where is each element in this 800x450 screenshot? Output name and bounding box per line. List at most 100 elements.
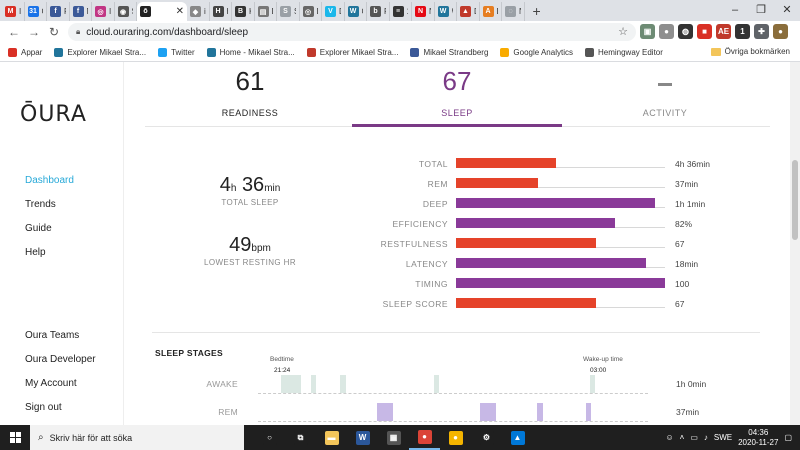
start-button[interactable] — [0, 425, 30, 450]
other-bookmarks[interactable]: Övriga bokmärken — [710, 47, 790, 56]
address-bar[interactable]: 🔒︎ cloud.ouraring.com/dashboard/sleep ☆ — [68, 23, 636, 41]
bookmark-item[interactable]: Mikael Strandberg — [410, 47, 488, 57]
bookmark-star-icon[interactable]: ☆ — [618, 26, 628, 38]
clock[interactable]: 04:36 2020-11-27 — [738, 428, 778, 448]
tab-active[interactable]: ō ✕ — [137, 2, 187, 21]
taskbar-app[interactable]: ○ — [254, 425, 285, 450]
stage-segment — [281, 375, 301, 393]
profile-avatar-icon[interactable]: ● — [773, 24, 788, 39]
browser-tab[interactable]: WO — [345, 2, 367, 21]
sidebar-item-my-account[interactable]: My Account — [25, 378, 77, 389]
taskbar-app[interactable]: W — [347, 425, 378, 450]
browser-tab[interactable]: BK — [232, 2, 255, 21]
chevron-up-icon[interactable]: ˄ — [679, 433, 685, 442]
stage-baseline — [258, 421, 648, 422]
bookmark-item[interactable]: Twitter — [158, 47, 195, 57]
sidebar-item-trends[interactable]: Trends — [25, 199, 56, 210]
hemingway-icon — [584, 47, 594, 57]
minimize-icon[interactable]: – — [731, 4, 739, 16]
bookmark-item[interactable]: Google Analytics — [500, 47, 573, 57]
taskbar-app[interactable]: ▲ — [502, 425, 533, 450]
new-tab-button[interactable]: + — [532, 2, 541, 19]
taskbar-app[interactable]: ● — [409, 425, 440, 450]
bookmark-label: Appar — [21, 47, 43, 57]
back-arrow-icon[interactable]: ← — [8, 25, 20, 39]
taskbar-app[interactable]: ▦ — [378, 425, 409, 450]
volume-icon[interactable]: ♪ — [703, 433, 708, 442]
taskbar-app[interactable]: ▬ — [316, 425, 347, 450]
sidebar-item-oura-teams[interactable]: Oura Teams — [25, 330, 80, 341]
ext-notif-icon[interactable]: 1 — [735, 24, 750, 39]
browser-tab[interactable]: 31G — [25, 2, 47, 21]
bookmark-list: Appar Explorer Mikael Stra... Twitter Home … — [8, 47, 663, 57]
language-indicator[interactable]: SWE — [713, 433, 733, 442]
facebook-icon: f — [72, 6, 84, 17]
metric-bar — [456, 178, 538, 188]
sidebar-item-help[interactable]: Help — [25, 247, 46, 258]
close-window-icon[interactable]: ✕ — [782, 4, 792, 16]
browser-tab[interactable]: VD — [322, 2, 345, 21]
forward-arrow-icon[interactable]: → — [28, 25, 40, 39]
browser-tab[interactable]: ◆iC — [187, 2, 210, 21]
maximize-icon[interactable]: ❐ — [756, 4, 766, 16]
facebook-icon: f — [50, 6, 61, 17]
sidebar-item-guide[interactable]: Guide — [25, 223, 52, 234]
browser-tab[interactable]: ▤D — [255, 2, 277, 21]
browser-tab[interactable]: ≡1 — [390, 2, 412, 21]
lock-icon[interactable]: 🔒︎ — [76, 27, 81, 36]
sidebar-item-dashboard[interactable]: Dashboard — [25, 175, 74, 186]
browser-tab[interactable]: bF — [367, 2, 390, 21]
taskbar-app[interactable]: ● — [440, 425, 471, 450]
reload-icon[interactable]: ↻ — [48, 25, 60, 39]
browser-tab[interactable]: ◉St — [115, 2, 137, 21]
browser-tab[interactable]: ◎D — [300, 2, 322, 21]
notifications-icon[interactable]: ▢ — [784, 433, 792, 442]
scrollbar-thumb[interactable] — [792, 160, 798, 240]
bookmark-item[interactable]: Explorer Mikael Stra... — [306, 47, 398, 57]
metric-value: 82% — [675, 219, 693, 229]
network-icon[interactable]: ▭ — [690, 433, 698, 442]
oura-logo[interactable]: ŌURA — [20, 102, 87, 127]
ext-red-icon[interactable]: ■ — [697, 24, 712, 39]
file-explorer-icon: ▬ — [324, 430, 339, 445]
metric-bar — [456, 298, 597, 308]
metric-row: DEEP 1h 1min — [360, 194, 720, 214]
browser-tab[interactable]: NN — [412, 2, 435, 21]
browser-tab[interactable]: HH — [210, 2, 232, 21]
metric-row: TOTAL 4h 36min — [360, 154, 720, 174]
close-tab-icon[interactable]: ✕ — [175, 6, 184, 17]
browser-tab[interactable]: WW — [435, 2, 457, 21]
taskbar-app[interactable]: ⧉ — [285, 425, 316, 450]
extensions-puzzle-icon[interactable]: ✚ — [754, 24, 769, 39]
browser-tab[interactable]: ▲D — [457, 2, 480, 21]
bookmark-item[interactable]: Explorer Mikael Stra... — [54, 47, 146, 57]
people-icon[interactable]: ☺ — [665, 433, 674, 442]
tab-title: D — [272, 7, 274, 16]
taskbar-app[interactable]: ⚙ — [471, 425, 502, 450]
stage-segment — [376, 403, 393, 421]
browser-tab[interactable]: ◌Ny fli — [502, 2, 525, 21]
stage-label: REM — [218, 407, 238, 417]
ext-photo-icon[interactable]: ▣ — [640, 24, 655, 39]
ext-shield-icon[interactable]: ● — [659, 24, 674, 39]
bookmark-item[interactable]: Home - Mikael Stra... — [206, 47, 295, 57]
bookmark-item[interactable]: Hemingway Editor — [584, 47, 663, 57]
taskbar-search[interactable]: ⌕ Skriv här för att söka — [30, 425, 244, 450]
ext-github-icon[interactable]: ◍ — [678, 24, 693, 39]
sleep-stages-title: SLEEP STAGES — [155, 348, 223, 358]
browser-tab[interactable]: fFa — [47, 2, 70, 21]
page-scrollbar[interactable] — [790, 62, 800, 425]
browser-tab[interactable]: fN — [70, 2, 92, 21]
sidebar-item-oura-developer[interactable]: Oura Developer — [25, 354, 96, 365]
bookmark-item[interactable]: Appar — [8, 47, 43, 57]
generic-site-icon: ◉ — [117, 6, 129, 17]
oura-dashboard-page: ŌURA Dashboard Trends Guide Help Oura Te… — [0, 62, 800, 425]
readiness-score: 61 — [235, 66, 265, 96]
url-text[interactable]: cloud.ouraring.com/dashboard/sleep — [86, 26, 249, 38]
browser-tab[interactable]: ◎Ir — [92, 2, 115, 21]
browser-tab[interactable]: AD — [480, 2, 502, 21]
browser-tab[interactable]: MIn — [2, 2, 25, 21]
browser-tab[interactable]: SSt — [277, 2, 300, 21]
sidebar-item-sign-out[interactable]: Sign out — [25, 402, 62, 413]
ext-ae-icon[interactable]: AE — [716, 24, 731, 39]
